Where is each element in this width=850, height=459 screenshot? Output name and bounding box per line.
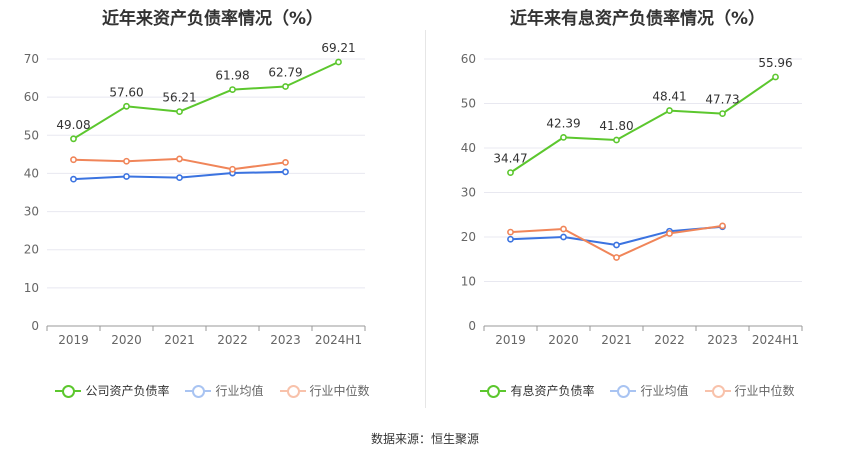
chart-title: 近年来资产负债率情况（%） (101, 9, 324, 29)
data-point (282, 158, 289, 166)
data-label: 41.80 (599, 119, 633, 133)
legend: 公司资产负债率 行业均值 行业中位数 (0, 382, 425, 399)
data-point (507, 228, 514, 236)
x-tick-label: 2021 (164, 333, 195, 347)
legend-line-icon (704, 384, 731, 398)
data-point (70, 156, 77, 164)
x-tick-label: 2023 (707, 333, 738, 347)
legend-label: 行业均值 (640, 384, 689, 398)
data-label: 49.08 (56, 118, 90, 132)
data-point (666, 230, 673, 237)
data-point (229, 86, 236, 93)
legend: 有息资产负债率 行业均值 行业中位数 (425, 382, 850, 399)
y-tick-label: 10 (24, 281, 39, 295)
y-tick-label: 40 (461, 141, 476, 155)
x-tick-label: 2020 (548, 333, 579, 347)
legend-line-icon (480, 384, 507, 398)
data-point (282, 168, 289, 176)
data-point (229, 165, 236, 173)
series-line (72, 61, 339, 140)
legend-item[interactable]: 行业均值 (610, 382, 689, 399)
chart-plot: 0 10 20 30 40 50 60 70 2019 2020 2021 2022 2023 2024H… (24, 41, 366, 347)
x-tick-label: 2021 (601, 333, 632, 347)
data-point (560, 133, 567, 141)
x-tick-label: 2022 (217, 333, 248, 347)
y-tick-label: 30 (24, 205, 39, 219)
data-point (123, 173, 130, 180)
legend-item[interactable]: 行业中位数 (279, 382, 370, 399)
data-label: 61.98 (215, 69, 249, 83)
y-tick-label: 20 (24, 243, 39, 257)
chart-plot: 0 10 20 30 40 50 60 2019 2020 2021 2022 2023 2024H1 3… (461, 52, 803, 347)
data-label: 34.47 (493, 152, 527, 166)
legend-line-icon (185, 384, 212, 398)
data-label: 47.73 (705, 93, 739, 107)
x-tick-label: 2019 (58, 333, 89, 347)
data-point (176, 155, 183, 163)
data-point (719, 222, 726, 230)
legend-item[interactable]: 公司资产负债率 (55, 382, 169, 399)
legend-label: 行业中位数 (309, 384, 370, 398)
data-point (123, 157, 130, 165)
legend-item[interactable]: 行业均值 (185, 382, 264, 399)
y-tick-label: 50 (461, 97, 476, 111)
x-tick-label: 2024H1 (315, 333, 362, 347)
data-label: 42.39 (546, 116, 580, 130)
y-tick-label: 60 (24, 90, 39, 104)
x-tick-label: 2020 (111, 333, 142, 347)
y-tick-label: 0 (468, 319, 476, 333)
legend-line-icon (55, 384, 82, 398)
data-point (613, 241, 620, 249)
legend-line-icon (610, 384, 637, 398)
data-label: 57.60 (109, 85, 143, 99)
data-point (70, 175, 77, 183)
series-line (509, 76, 777, 174)
data-point (176, 108, 183, 115)
legend-item[interactable]: 行业中位数 (704, 382, 795, 399)
legend-item[interactable]: 有息资产负债率 (480, 382, 594, 399)
y-tick-label: 40 (24, 166, 39, 180)
data-point (560, 225, 567, 233)
legend-label: 行业中位数 (734, 384, 795, 398)
data-point (772, 73, 779, 81)
data-point (70, 135, 77, 143)
data-label: 48.41 (652, 90, 686, 104)
data-point (613, 254, 620, 261)
y-tick-label: 20 (461, 230, 476, 244)
y-tick-label: 70 (24, 52, 39, 66)
data-point (719, 110, 726, 118)
legend-label: 公司资产负债率 (85, 384, 170, 398)
data-point (507, 169, 514, 177)
data-label: 56.21 (162, 91, 196, 105)
data-label: 55.96 (758, 56, 792, 70)
x-tick-label: 2022 (654, 333, 685, 347)
y-tick-label: 30 (461, 186, 476, 200)
chart-interest-debt-ratio: 近年来有息资产负债率情况（%） 0 10 20 30 40 50 60 2019 2020 202… (425, 0, 850, 410)
data-point (335, 58, 342, 66)
y-tick-label: 50 (24, 128, 39, 142)
data-label: 62.79 (268, 66, 302, 80)
legend-label: 行业均值 (215, 384, 264, 398)
data-point (613, 136, 620, 144)
x-tick-label: 2024H1 (752, 333, 799, 347)
data-point (123, 102, 130, 110)
chart-divider (425, 30, 426, 408)
y-tick-label: 60 (461, 52, 476, 66)
chart-title: 近年来有息资产负债率情况（%） (509, 9, 766, 29)
x-tick-label: 2023 (270, 333, 301, 347)
data-point (176, 174, 183, 182)
data-point (560, 233, 567, 241)
legend-line-icon (279, 384, 306, 398)
x-tick-label: 2019 (495, 333, 526, 347)
data-point (282, 83, 289, 90)
y-tick-label: 0 (31, 319, 39, 333)
data-point (666, 107, 673, 114)
chart-company-debt-ratio: 近年来资产负债率情况（%） 0 10 20 30 40 50 60 70 2019 2020 202… (0, 0, 425, 410)
data-label: 69.21 (321, 41, 355, 55)
y-tick-label: 10 (461, 275, 476, 289)
data-point (507, 235, 514, 243)
data-source-note: 数据来源：恒生聚源 (370, 432, 479, 446)
legend-label: 有息资产负债率 (510, 384, 595, 398)
